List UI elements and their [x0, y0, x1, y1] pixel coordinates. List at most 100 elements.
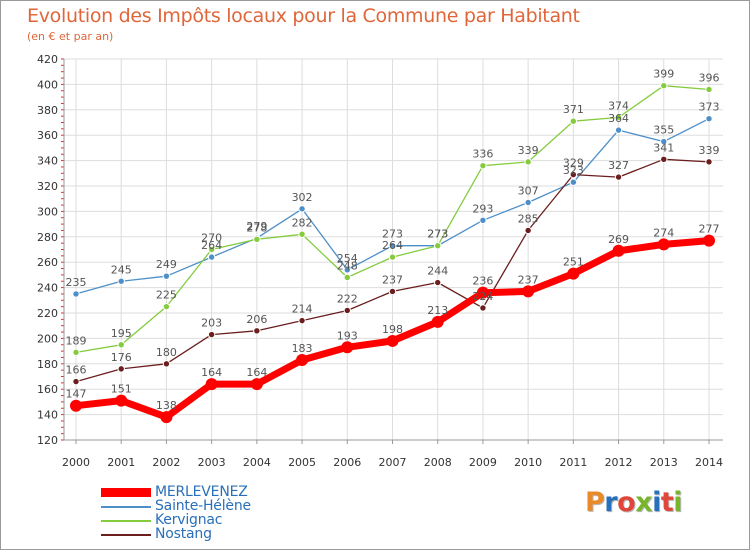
y-tick-label: 360 [37, 129, 58, 142]
legend-label: MERLEVENEZ [155, 484, 248, 500]
data-label-kervignac: 195 [111, 327, 132, 340]
data-label-kervignac: 339 [518, 144, 539, 157]
data-point-kervignac [524, 158, 532, 166]
data-label-nostang: 341 [653, 141, 674, 154]
data-label-sainte-h-l-ne: 273 [382, 228, 403, 241]
data-point-sainte-h-l-ne [72, 290, 80, 298]
data-label-nostang: 166 [66, 364, 87, 377]
data-label-kervignac: 399 [653, 68, 674, 81]
data-point-merlevenez [567, 267, 580, 280]
data-label-sainte-h-l-ne: 235 [66, 276, 87, 289]
legend-swatch-sainte-helene [101, 506, 151, 508]
data-label-sainte-h-l-ne: 307 [518, 185, 539, 198]
y-tick-label: 260 [37, 256, 58, 269]
data-point-nostang [117, 365, 125, 373]
data-point-nostang [388, 287, 397, 296]
data-point-merlevenez [70, 399, 82, 412]
data-label-kervignac: 270 [201, 232, 222, 245]
proxiti-logo: Proxiti [585, 487, 683, 518]
x-tick-label: 2000 [62, 456, 90, 469]
data-label-sainte-h-l-ne: 273 [427, 228, 448, 241]
legend-swatch-merlevenez [101, 488, 151, 497]
y-tick-label: 320 [37, 180, 58, 193]
data-point-nostang [524, 226, 532, 235]
logo-letter: r [604, 487, 618, 518]
x-tick-label: 2006 [333, 456, 361, 469]
legend-label: Kervignac [155, 512, 223, 528]
data-point-sainte-h-l-ne [705, 114, 713, 123]
data-label-kervignac: 371 [563, 103, 584, 116]
legend-item-merlevenez: MERLEVENEZ [101, 484, 321, 500]
legend-item-kervignac: Kervignac [101, 512, 321, 528]
data-label-kervignac: 278 [246, 221, 267, 234]
data-point-nostang [614, 173, 623, 181]
data-label-merlevenez: 164 [246, 366, 267, 379]
x-tick-label: 2005 [288, 456, 316, 469]
x-tick-label: 2014 [695, 456, 723, 469]
x-tick-label: 2002 [152, 456, 180, 469]
data-point-kervignac [434, 241, 442, 250]
data-label-merlevenez: 198 [382, 323, 403, 336]
data-label-nostang: 237 [382, 273, 403, 286]
data-label-kervignac: 225 [156, 289, 177, 302]
legend-label: Nostang [155, 526, 212, 542]
data-point-nostang [660, 155, 668, 164]
data-point-merlevenez [703, 234, 715, 247]
data-point-nostang [207, 330, 216, 339]
data-point-merlevenez [341, 341, 354, 354]
data-label-sainte-h-l-ne: 249 [156, 258, 177, 271]
logo-letter: o [617, 487, 636, 518]
data-point-sainte-h-l-ne [298, 205, 306, 213]
data-label-sainte-h-l-ne: 264 [201, 239, 222, 252]
legend-swatch-nostang [101, 534, 151, 536]
data-label-merlevenez: 147 [66, 388, 87, 401]
data-label-sainte-h-l-ne: 279 [246, 220, 267, 233]
data-label-merlevenez: 183 [292, 342, 313, 355]
data-point-merlevenez [657, 238, 670, 251]
legend-item-nostang: Nostang [101, 526, 321, 542]
data-point-kervignac [388, 253, 397, 261]
x-tick-label: 2009 [469, 456, 497, 469]
data-label-merlevenez: 269 [608, 233, 629, 246]
logo-letter: i [673, 487, 683, 518]
data-point-kervignac [207, 245, 216, 254]
data-point-nostang [705, 158, 713, 166]
data-point-kervignac [343, 273, 351, 282]
data-label-sainte-h-l-ne: 373 [699, 101, 720, 114]
data-label-sainte-h-l-ne: 254 [337, 252, 358, 265]
data-point-sainte-h-l-ne [162, 272, 171, 280]
data-point-merlevenez [612, 244, 625, 257]
legend-label: Sainte-Hélène [155, 498, 251, 514]
data-point-sainte-h-l-ne [524, 198, 532, 207]
data-label-nostang: 203 [201, 317, 222, 330]
data-point-sainte-h-l-ne [569, 178, 578, 186]
data-label-merlevenez: 251 [563, 256, 584, 269]
data-point-kervignac [117, 341, 125, 349]
x-tick-label: 2004 [243, 456, 271, 469]
data-point-merlevenez [205, 378, 218, 391]
y-tick-label: 420 [37, 53, 58, 66]
data-point-nostang [72, 377, 80, 386]
logo-letter: t [660, 487, 674, 518]
data-label-sainte-h-l-ne: 293 [472, 202, 493, 215]
data-point-nostang [569, 170, 578, 179]
data-label-nostang: 224 [472, 290, 493, 303]
data-point-sainte-h-l-ne [614, 126, 623, 134]
data-point-kervignac [479, 161, 487, 170]
data-point-nostang [298, 316, 306, 325]
data-label-kervignac: 336 [472, 148, 493, 161]
data-point-nostang [253, 327, 261, 335]
data-label-merlevenez: 193 [337, 329, 358, 342]
data-point-kervignac [162, 302, 171, 311]
data-label-kervignac: 374 [608, 99, 629, 112]
data-label-nostang: 327 [608, 159, 629, 172]
y-tick-label: 160 [37, 383, 58, 396]
y-tick-label: 240 [37, 282, 58, 295]
data-label-merlevenez: 274 [653, 226, 674, 239]
data-point-sainte-h-l-ne [343, 266, 351, 274]
data-point-kervignac [705, 85, 713, 94]
data-label-kervignac: 264 [382, 239, 403, 252]
